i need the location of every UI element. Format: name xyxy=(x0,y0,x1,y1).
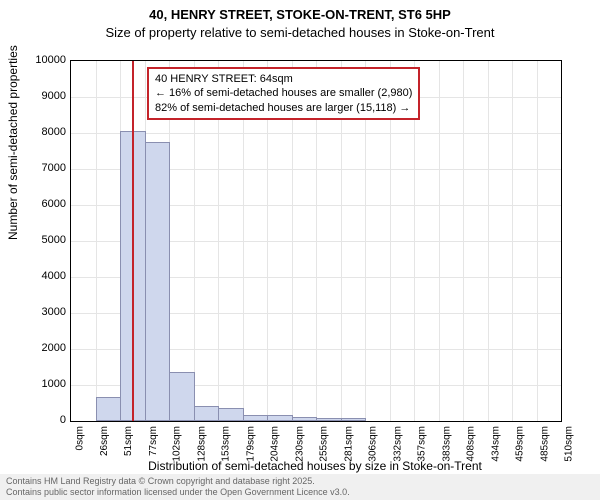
histogram-bar xyxy=(341,418,366,421)
x-tick: 281sqm xyxy=(344,426,355,462)
x-tick: 230sqm xyxy=(295,426,306,462)
x-tick: 485sqm xyxy=(540,426,551,462)
y-tick: 0 xyxy=(26,414,66,426)
y-tick: 1000 xyxy=(26,378,66,390)
annotation-box: 40 HENRY STREET: 64sqm ← 16% of semi-det… xyxy=(147,67,420,120)
x-tick: 459sqm xyxy=(515,426,526,462)
annotation-title: 40 HENRY STREET: 64sqm xyxy=(155,73,293,85)
histogram-bar xyxy=(316,418,342,421)
annotation-smaller: ← 16% of semi-detached houses are smalle… xyxy=(155,87,412,99)
x-tick: 357sqm xyxy=(417,426,428,462)
histogram-bar xyxy=(96,397,121,421)
y-tick: 10000 xyxy=(26,54,66,66)
footer-line1: Contains HM Land Registry data © Crown c… xyxy=(6,476,315,486)
marker-line xyxy=(132,61,134,421)
x-axis-label: Distribution of semi-detached houses by … xyxy=(70,459,560,473)
x-tick: 434sqm xyxy=(491,426,502,462)
title-subtitle: Size of property relative to semi-detach… xyxy=(106,25,495,40)
y-axis-label: Number of semi-detached properties xyxy=(6,45,20,240)
histogram-bar xyxy=(292,417,317,421)
y-tick: 6000 xyxy=(26,198,66,210)
footer: Contains HM Land Registry data © Crown c… xyxy=(0,474,600,500)
x-tick: 332sqm xyxy=(393,426,404,462)
x-tick: 204sqm xyxy=(270,426,281,462)
x-tick: 102sqm xyxy=(172,426,183,462)
histogram-bar xyxy=(145,142,170,421)
histogram-bar xyxy=(169,372,195,421)
x-tick: 26sqm xyxy=(99,426,110,456)
histogram-bar xyxy=(267,415,293,421)
x-tick: 51sqm xyxy=(123,426,134,456)
y-tick: 8000 xyxy=(26,126,66,138)
x-tick: 128sqm xyxy=(197,426,208,462)
y-tick: 2000 xyxy=(26,342,66,354)
x-tick: 306sqm xyxy=(368,426,379,462)
chart-container: 40, HENRY STREET, STOKE-ON-TRENT, ST6 5H… xyxy=(0,0,600,500)
y-tick: 4000 xyxy=(26,270,66,282)
plot-area: 40 HENRY STREET: 64sqm ← 16% of semi-det… xyxy=(70,60,562,422)
x-tick: 510sqm xyxy=(564,426,575,462)
x-tick: 153sqm xyxy=(221,426,232,462)
y-tick: 3000 xyxy=(26,306,66,318)
x-tick: 408sqm xyxy=(466,426,477,462)
x-tick: 383sqm xyxy=(442,426,453,462)
x-tick: 255sqm xyxy=(319,426,330,462)
histogram-bar xyxy=(218,408,244,421)
histogram-bar xyxy=(194,406,219,421)
x-tick: 77sqm xyxy=(148,426,159,456)
y-tick: 9000 xyxy=(26,90,66,102)
annotation-larger: 82% of semi-detached houses are larger (… xyxy=(155,102,410,114)
footer-line2: Contains public sector information licen… xyxy=(6,487,350,497)
chart-title: 40, HENRY STREET, STOKE-ON-TRENT, ST6 5H… xyxy=(0,0,600,41)
title-address: 40, HENRY STREET, STOKE-ON-TRENT, ST6 5H… xyxy=(149,7,451,22)
x-tick: 179sqm xyxy=(246,426,257,462)
y-tick: 5000 xyxy=(26,234,66,246)
x-tick: 0sqm xyxy=(74,426,85,450)
histogram-bar xyxy=(243,415,268,421)
y-tick: 7000 xyxy=(26,162,66,174)
